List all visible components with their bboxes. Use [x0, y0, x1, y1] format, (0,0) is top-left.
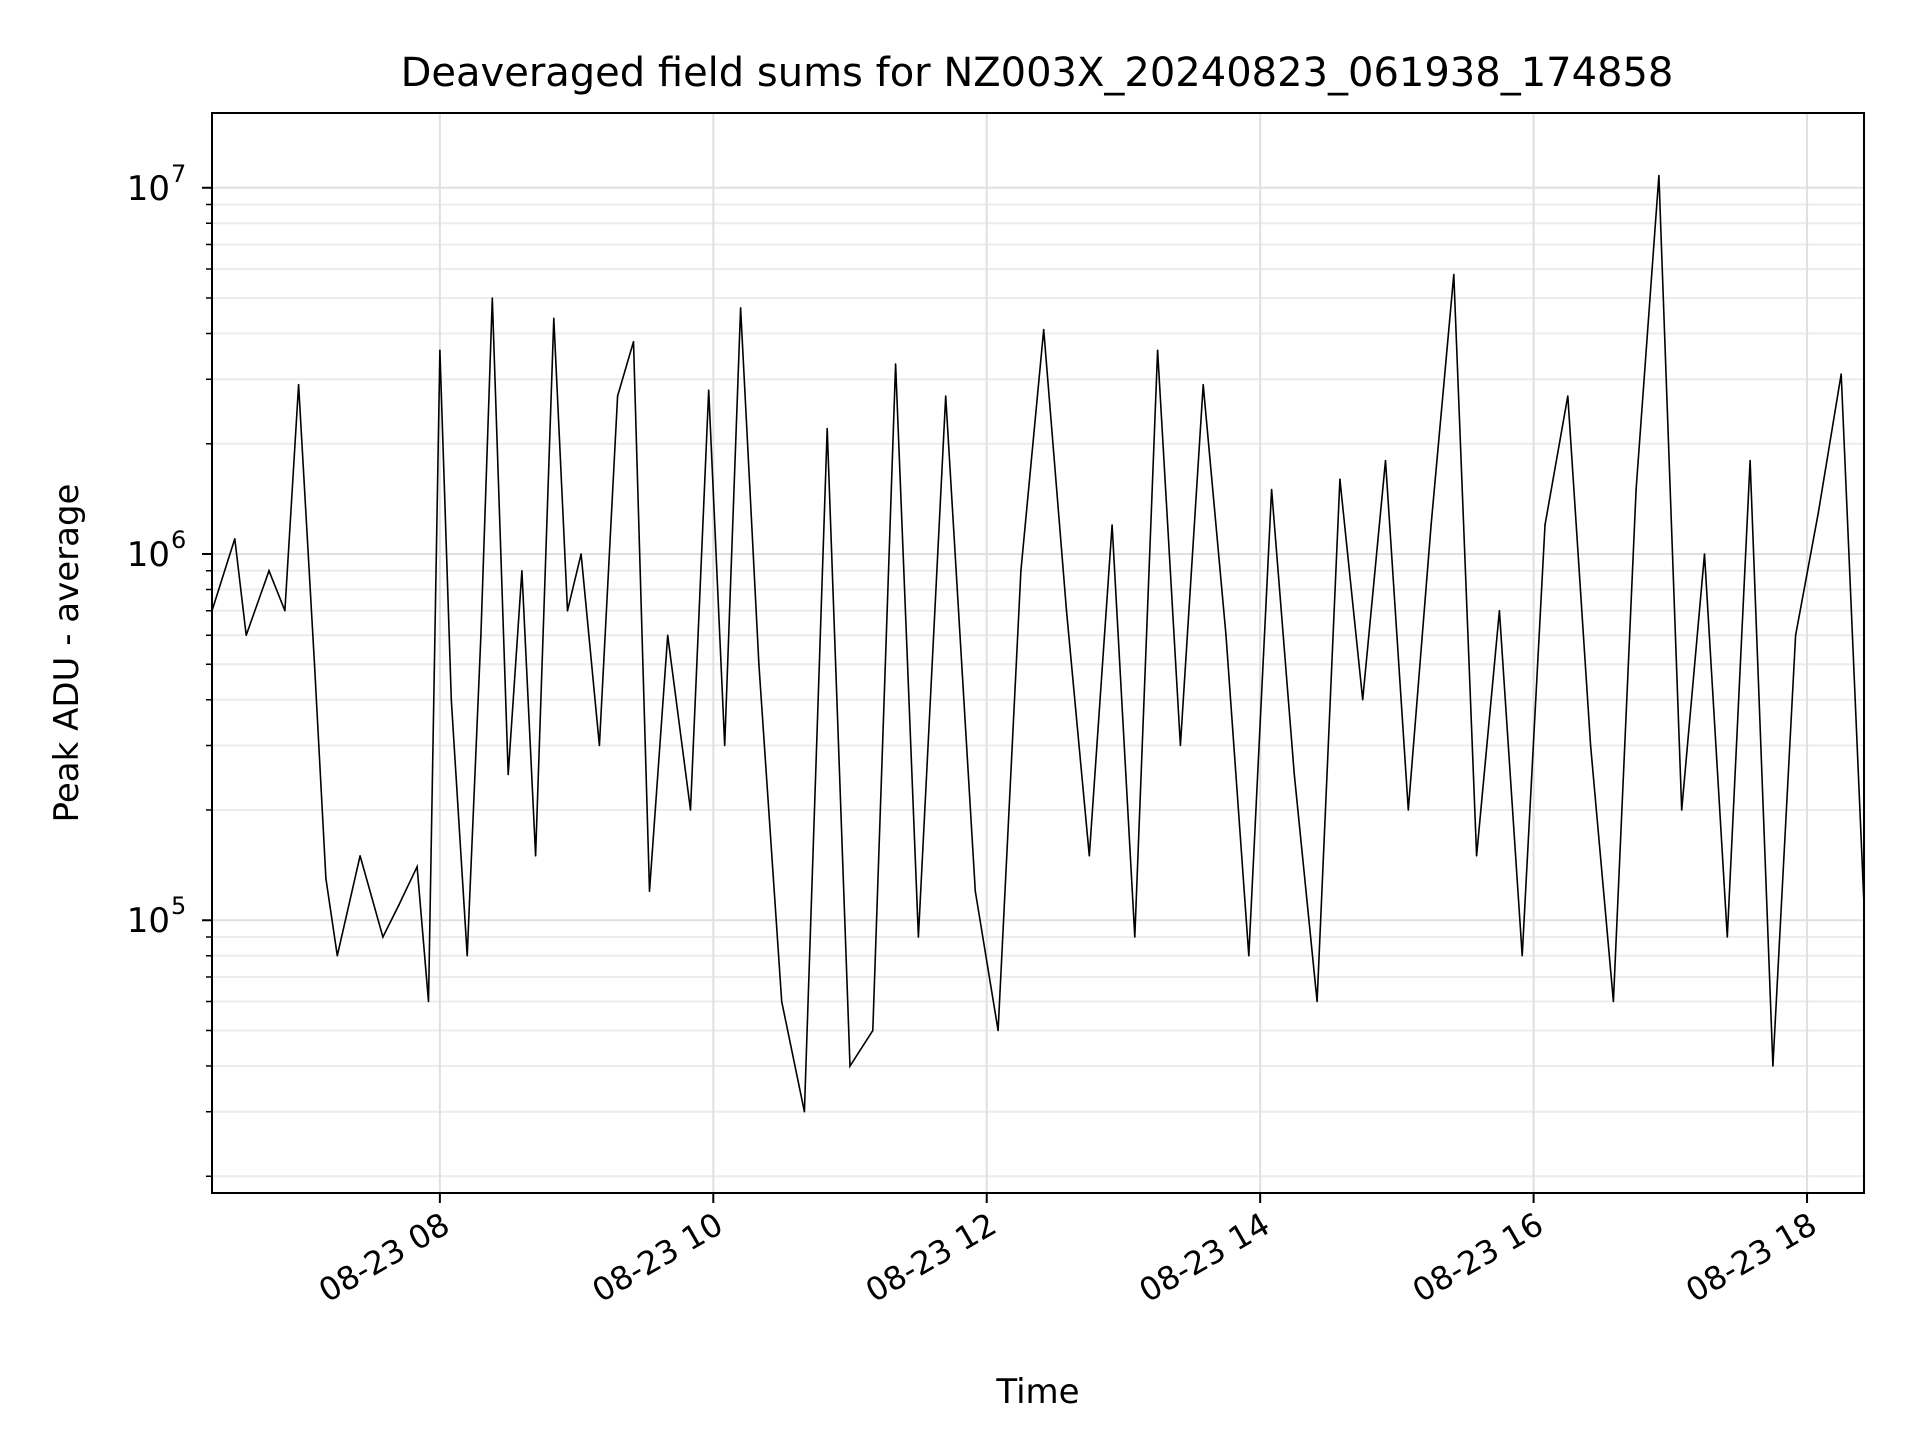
data-point: [1430, 524, 1432, 526]
data-point: [1817, 511, 1820, 514]
data-point: [803, 1110, 806, 1113]
data-point: [1020, 570, 1022, 572]
data-point: [666, 634, 669, 637]
data-point: [1065, 609, 1068, 612]
data-point: [1475, 855, 1478, 857]
data-point: [234, 538, 236, 540]
y-tick-exponent: 7: [171, 160, 186, 188]
data-point: [1840, 373, 1842, 375]
data-point: [1042, 328, 1045, 331]
data-point: [439, 349, 441, 352]
data-point: [427, 1000, 430, 1003]
data-point: [780, 1000, 783, 1003]
data-point: [1270, 488, 1273, 491]
data-point: [507, 773, 510, 776]
data-point: [359, 855, 361, 857]
data-point: [450, 698, 453, 701]
data-point: [758, 663, 760, 666]
data-point: [416, 865, 418, 868]
data-point: [521, 570, 523, 572]
data-point: [268, 570, 270, 572]
grid: [212, 113, 1864, 1193]
data-point: [382, 936, 384, 938]
data-point: [598, 744, 601, 747]
data-point: [1111, 524, 1113, 526]
y-tick-label: 10: [127, 169, 170, 209]
y-tick-label: 10: [127, 535, 170, 575]
data-point: [1248, 954, 1250, 957]
y-axis-label: Peak ADU - average: [47, 484, 87, 823]
data-point: [974, 890, 977, 892]
data-point: [1134, 936, 1136, 938]
data-point: [491, 297, 494, 299]
data-point: [534, 855, 537, 857]
data-point: [566, 609, 569, 612]
data-point: [826, 427, 828, 430]
data-point: [997, 1029, 999, 1032]
data-point: [1225, 634, 1227, 637]
data-point: [872, 1029, 874, 1032]
data-point: [1521, 954, 1523, 957]
data-point: [1772, 1065, 1774, 1067]
data-point: [1589, 744, 1592, 747]
data-point: [1703, 553, 1706, 555]
data-point: [616, 395, 619, 397]
data-point: [1612, 1000, 1615, 1003]
data-point: [1361, 698, 1364, 701]
series-layer: [211, 174, 1865, 1113]
data-point: [1339, 478, 1341, 481]
data-point: [284, 609, 286, 612]
data-point: [917, 936, 920, 938]
data-point: [1635, 488, 1637, 491]
data-point: [689, 809, 692, 811]
data-point: [707, 389, 710, 392]
data-point: [1088, 855, 1091, 857]
plot-frame: [211, 112, 1865, 1194]
data-point: [480, 634, 482, 637]
data-point: [1384, 459, 1387, 462]
data-point: [1316, 1000, 1318, 1003]
data-point: [894, 363, 897, 365]
data-point: [245, 634, 247, 637]
data-point: [1498, 609, 1501, 612]
x-axis-label: Time: [995, 1372, 1079, 1412]
data-point: [580, 553, 582, 555]
data-point: [944, 395, 947, 397]
y-tick-exponent: 5: [171, 892, 186, 920]
data-point: [1156, 349, 1159, 352]
data-point: [723, 744, 726, 747]
data-point: [1453, 273, 1455, 276]
data-point: [466, 954, 469, 957]
data-point: [632, 340, 635, 343]
data-point: [1680, 809, 1683, 811]
data-point: [313, 663, 316, 666]
data-point: [1293, 773, 1296, 776]
data-point: [1407, 809, 1410, 811]
data-point: [398, 904, 400, 906]
data-point: [1658, 174, 1660, 177]
chart-title: Deaveraged field sums for NZ003X_2024082…: [401, 50, 1674, 96]
data-point: [325, 877, 327, 880]
data-point: [297, 383, 300, 386]
data-point: [553, 317, 555, 320]
data-point: [1726, 936, 1729, 938]
y-tick-label: 10: [127, 901, 170, 941]
data-point: [336, 954, 339, 957]
y-tick-exponent: 6: [171, 526, 186, 554]
data-point: [1749, 459, 1751, 462]
data-point: [1202, 383, 1204, 386]
data-point: [739, 307, 742, 309]
data-point: [849, 1065, 851, 1067]
data-point: [1794, 634, 1797, 637]
data-point: [1567, 395, 1569, 397]
data-point: [648, 890, 651, 892]
data-point: [1179, 744, 1182, 747]
data-point: [1544, 524, 1546, 526]
